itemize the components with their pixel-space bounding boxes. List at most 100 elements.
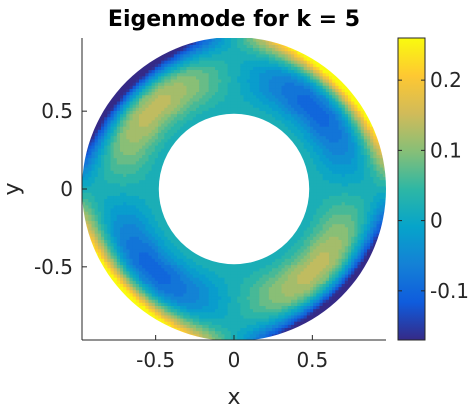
field-cell <box>94 248 99 253</box>
field-cell <box>272 60 276 64</box>
field-cell <box>221 324 226 329</box>
field-cell <box>291 126 295 130</box>
field-cell <box>192 295 197 300</box>
field-cell <box>310 132 314 137</box>
field-cell <box>154 157 159 162</box>
field-cell <box>107 251 112 256</box>
field-cell <box>113 242 118 247</box>
field-cell <box>170 154 175 159</box>
field-cell <box>164 72 169 77</box>
field-cell <box>167 321 172 325</box>
field-cell <box>186 327 191 332</box>
field-cell <box>167 151 172 155</box>
field-cell <box>253 78 257 83</box>
field-cell <box>237 270 241 275</box>
field-cell <box>148 211 153 215</box>
field-cell <box>303 311 308 316</box>
field-cell <box>237 324 241 329</box>
field-cell <box>180 330 184 335</box>
field-cell <box>310 245 314 250</box>
field-cell <box>123 160 127 165</box>
field-cell <box>145 166 150 171</box>
field-cell <box>234 308 238 313</box>
field-cell <box>199 72 203 77</box>
field-cell <box>170 220 175 225</box>
field-cell <box>234 302 238 306</box>
field-cell <box>189 100 194 105</box>
field-cell <box>291 66 295 71</box>
field-cell <box>164 107 169 111</box>
field-cell <box>113 261 118 266</box>
field-cell <box>164 317 169 322</box>
field-cell <box>148 289 153 294</box>
field-cell <box>208 38 213 42</box>
field-cell <box>281 100 286 105</box>
field-cell <box>297 267 302 272</box>
field-cell <box>215 283 219 288</box>
field-cell <box>192 97 197 102</box>
field-cell <box>237 38 241 42</box>
field-cell <box>215 299 219 303</box>
field-cell <box>199 119 203 124</box>
field-cell <box>253 56 257 61</box>
field-cell <box>135 185 140 190</box>
field-cell <box>316 204 321 209</box>
field-cell <box>170 144 175 149</box>
field-cell <box>278 116 283 121</box>
field-cell <box>173 223 178 228</box>
field-cell <box>135 248 140 253</box>
field-cell <box>142 305 146 310</box>
field-cell <box>110 236 115 240</box>
field-cell <box>142 267 146 272</box>
field-cell <box>126 154 131 159</box>
field-cell <box>310 311 314 316</box>
field-cell <box>161 314 165 319</box>
field-cell <box>259 94 264 99</box>
field-cell <box>303 110 308 115</box>
field-cell <box>145 91 150 96</box>
field-cell <box>246 38 251 42</box>
field-cell <box>135 273 140 278</box>
field-cell <box>294 229 298 234</box>
field-cell <box>82 204 86 209</box>
field-cell <box>205 330 210 335</box>
field-cell <box>221 258 226 262</box>
field-cell <box>253 314 257 319</box>
field-cell <box>237 41 241 45</box>
field-cell <box>139 173 143 178</box>
field-cell <box>145 201 150 206</box>
field-cell <box>243 116 248 121</box>
field-cell <box>107 201 112 206</box>
field-cell <box>97 141 102 146</box>
field-cell <box>211 47 216 52</box>
field-cell <box>116 204 121 209</box>
field-cell <box>110 207 115 212</box>
field-cell <box>275 308 279 313</box>
field-cell <box>259 50 264 55</box>
field-cell <box>120 144 124 149</box>
field-cell <box>151 56 156 61</box>
field-cell <box>129 226 134 231</box>
field-cell <box>310 295 314 300</box>
field-cell <box>123 151 127 155</box>
field-cell <box>306 78 311 83</box>
field-cell <box>215 286 219 291</box>
field-cell <box>196 267 200 272</box>
field-cell <box>192 286 197 291</box>
field-cell <box>139 289 143 294</box>
field-cell <box>199 299 203 303</box>
field-cell <box>291 289 295 294</box>
field-cell <box>113 233 118 237</box>
field-cell <box>101 214 105 218</box>
field-cell <box>224 88 229 93</box>
field-cell <box>234 94 238 99</box>
field-cell <box>154 104 159 108</box>
field-cell <box>262 289 267 294</box>
field-cell <box>256 75 260 80</box>
field-cell <box>177 88 181 93</box>
field-cell <box>221 308 226 313</box>
field-cell <box>208 69 213 74</box>
field-cell <box>104 220 108 225</box>
field-cell <box>256 292 260 297</box>
field-cell <box>161 100 165 105</box>
